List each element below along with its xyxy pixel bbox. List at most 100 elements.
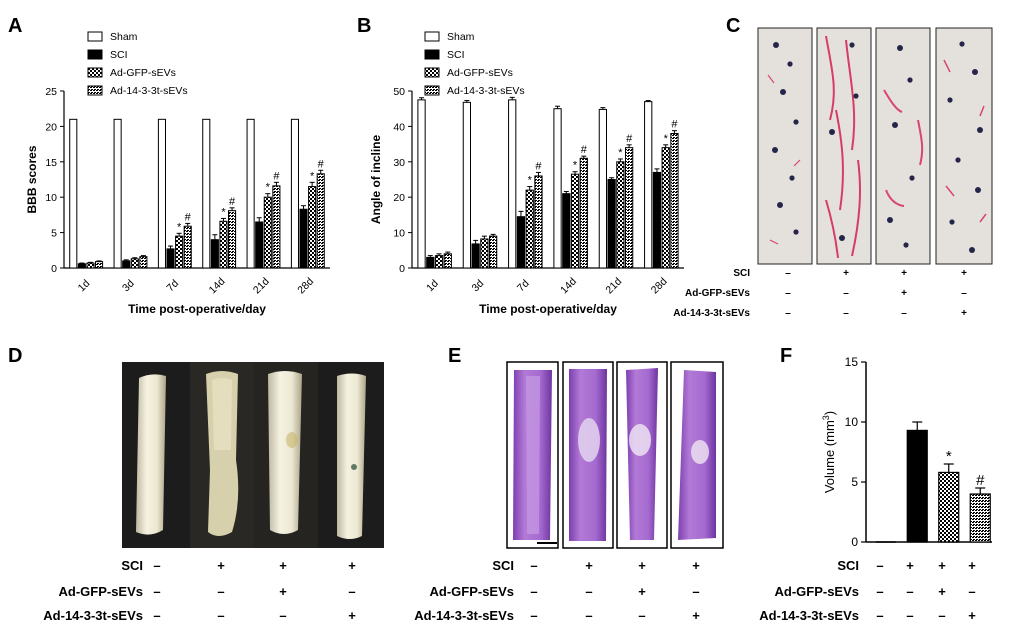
spinal-cord-photos [122, 362, 384, 548]
spinal-cord-photo-3 [268, 371, 302, 534]
bar-sci [562, 193, 571, 269]
significance-mark: * [310, 170, 315, 182]
legend-label: Ad-14-3-3t-sEVs [110, 85, 188, 97]
condition-row-label: Ad-GFP-sEVs [429, 584, 514, 599]
paw-prints [947, 41, 983, 253]
condition-sign: + [901, 268, 907, 279]
condition-sign: – [279, 608, 286, 623]
condition-sign: – [961, 288, 967, 299]
footprint-image-1 [757, 27, 813, 265]
bar-ad-gfp-sevs [525, 189, 534, 269]
bar-sham [508, 99, 517, 269]
bar-ad-14-3-3t-sevs [625, 147, 634, 269]
condition-sign: – [638, 608, 645, 623]
y-tick-label: 10 [393, 228, 405, 240]
significance-mark: # [318, 158, 325, 170]
footprint-image-4 [935, 27, 993, 265]
y-axis-title: Volume (mm3) [821, 411, 837, 493]
bar-sham [157, 118, 166, 269]
legend-swatch [87, 49, 103, 60]
footprint-images [757, 27, 993, 265]
bar-sci [516, 216, 526, 269]
condition-row-label: Ad-GFP-sEVs [774, 584, 859, 599]
condition-sign: – [785, 308, 791, 319]
significance-mark: # [626, 133, 633, 145]
bar-ad-14-3-3t-sevs [969, 493, 991, 543]
condition-sign: – [901, 308, 907, 319]
he-section-1 [506, 361, 559, 549]
bar-ad-14-3-3t-sevs [139, 256, 148, 269]
y-tick-label: 0 [851, 535, 858, 549]
condition-sign: – [876, 584, 883, 599]
condition-sign: + [968, 558, 976, 573]
he-stain-sections [506, 361, 724, 549]
condition-sign: – [876, 558, 883, 573]
footprint-image-2 [816, 27, 872, 265]
bar-sham [417, 99, 426, 269]
conditions-table-c: SCI – + + + Ad-GFP-sEVs – – + – Ad-14-3-3t-sEVs – – –… [673, 268, 967, 319]
bar-sham [290, 118, 299, 269]
condition-row-label: SCI [121, 558, 143, 573]
conditions-table-e: SCI – + + + Ad-GFP-sEVs – – + – Ad-14-3-3t-sEVs – – –… [414, 558, 700, 623]
legend-swatch [424, 31, 440, 42]
legend-label: SCI [110, 49, 128, 61]
significance-mark: * [221, 206, 226, 218]
condition-sign: – [906, 584, 913, 599]
legend-label: Ad-GFP-sEVs [447, 67, 513, 79]
bar-sci [426, 256, 435, 269]
x-tick-label: 21d [603, 275, 624, 296]
bar-ad-gfp-sevs [308, 186, 317, 269]
bar-ad-gfp-sevs [661, 147, 670, 269]
y-tick-label: 15 [845, 355, 859, 369]
bar-sham [598, 108, 607, 269]
condition-sign: + [968, 608, 976, 623]
bar-sham [246, 118, 255, 269]
legend-swatch [87, 67, 103, 78]
condition-sign: + [938, 558, 946, 573]
panel-letter-d: D [8, 345, 22, 367]
condition-sign: – [968, 584, 975, 599]
bar-sham [113, 118, 122, 269]
y-tick-label: 0 [399, 263, 405, 275]
legend-swatch [424, 85, 440, 96]
condition-sign: – [906, 608, 913, 623]
bar-ad-14-3-3t-sevs [489, 235, 498, 269]
legend-swatch [424, 67, 440, 78]
legend-swatch [87, 31, 103, 42]
chart-f-lesion-volume: 0 5 10 15 * # Volume (mm3) [821, 355, 992, 549]
y-axis-title: BBB scores [25, 145, 39, 213]
bar-sham [202, 118, 211, 269]
significance-mark: # [185, 211, 192, 223]
condition-sign: + [906, 558, 914, 573]
bar-sci [471, 243, 480, 269]
y-tick-label: 50 [393, 86, 405, 98]
condition-row-label: SCI [492, 558, 514, 573]
legend-swatch [424, 49, 440, 60]
panel-letter-e: E [448, 345, 461, 367]
x-tick-label: 3d [470, 277, 487, 294]
he-section-3 [616, 361, 668, 549]
bar-ad-gfp-sevs [434, 255, 444, 269]
significance-mark: # [229, 196, 236, 208]
y-tick-label: 10 [45, 192, 57, 204]
y-tick-label: 30 [393, 157, 405, 169]
significance-mark: # [671, 119, 678, 131]
y-tick-label: 5 [851, 475, 858, 489]
condition-sign: – [785, 268, 791, 279]
condition-row-label: Ad-GFP-sEVs [685, 288, 750, 299]
bar-ad-gfp-sevs [616, 161, 625, 269]
bar-ad-14-3-3t-sevs [95, 261, 104, 269]
legend-swatch [87, 85, 103, 96]
panel-letter-a: A [8, 15, 22, 37]
conditions-table-f: SCI – + + + Ad-GFP-sEVs – – + – Ad-14-3-3t-sEVs – – –… [759, 558, 976, 623]
condition-sign: – [530, 558, 537, 573]
x-tick-label: 14d [558, 275, 579, 296]
condition-sign: – [692, 584, 699, 599]
x-axis-title: Time post-operative/day [128, 302, 266, 316]
bar-ad-14-3-3t-sevs [670, 132, 679, 269]
panel-letter-f: F [780, 345, 792, 367]
condition-sign: + [692, 558, 700, 573]
significance-mark: * [664, 133, 669, 145]
drag-marks [883, 89, 924, 207]
